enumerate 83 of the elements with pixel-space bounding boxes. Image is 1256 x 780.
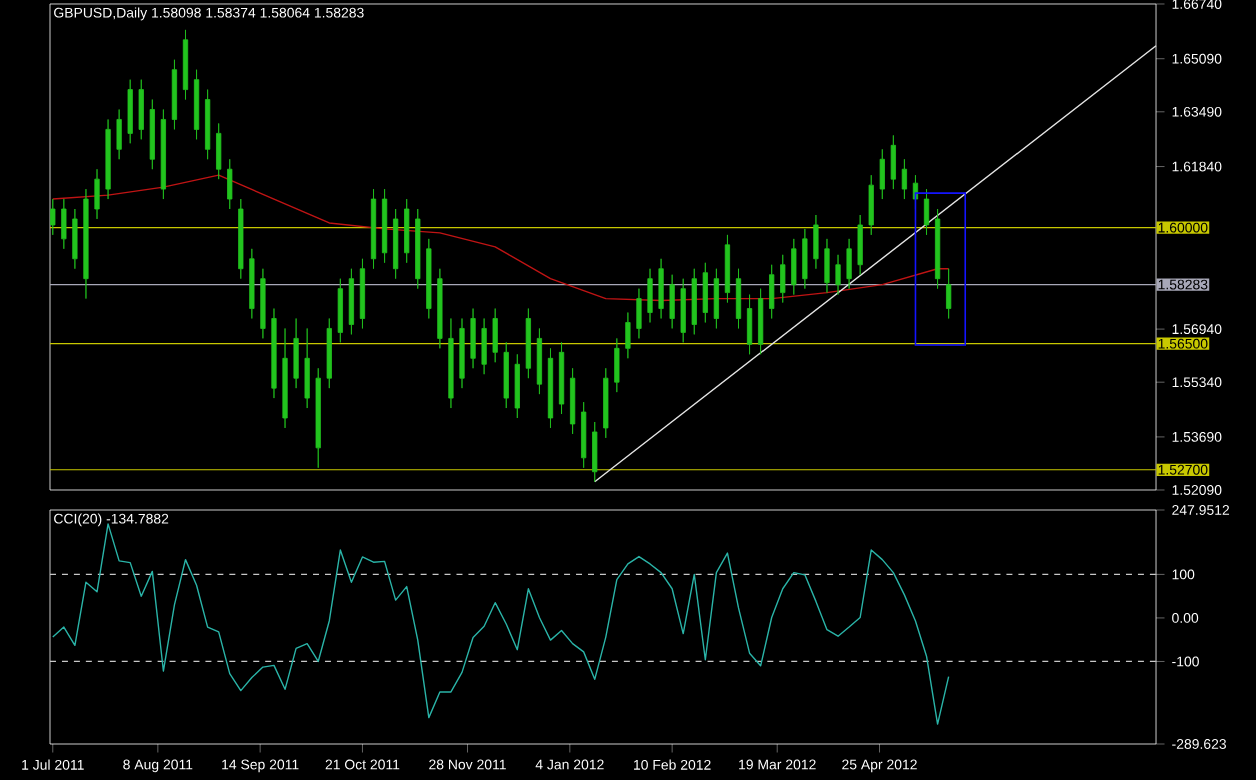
candlestick [525,308,531,379]
candlestick [216,123,222,180]
candlestick [846,238,852,290]
candlestick [271,308,277,399]
candlestick [802,228,808,290]
candlestick [934,208,941,290]
candlestick [503,341,509,409]
candlestick [879,148,885,200]
candlestick [492,308,498,363]
candlestick [735,268,742,329]
candlestick [746,294,753,355]
candlestick [459,318,465,389]
line-series [52,174,950,302]
candlestick [901,158,908,200]
candlestick [680,278,686,343]
candlestick [315,367,321,469]
candlestick [547,347,554,429]
candlestick [370,188,377,270]
candlestick [138,79,144,140]
candlestick [658,258,664,319]
candlestick [72,208,78,270]
candlestick [769,264,775,319]
candlestick [359,258,366,329]
candlestick [702,262,708,323]
candlestick [105,119,111,200]
candlestick [426,238,432,319]
candlestick [780,254,786,303]
candlestick [94,168,100,220]
candlestick [691,268,697,335]
candlestick [404,198,410,264]
candlestick [127,79,133,144]
candlestick [171,59,178,130]
candlestick [293,318,299,389]
candlestick [758,288,764,355]
candlestick [558,341,565,415]
candlestick [813,214,819,270]
candlestick [857,214,863,276]
candlestick [238,198,244,280]
candlestick [205,89,211,160]
candlestick [348,268,355,335]
candlestick [481,318,487,375]
candlestick [923,188,930,236]
candlestick [437,268,443,349]
candlestick [824,238,830,294]
candlestick [326,318,332,389]
candlestick [868,174,874,236]
candlestick [160,109,166,200]
candlestick [946,268,952,319]
candlestick [536,328,543,395]
candlestick [50,198,56,236]
candlestick [61,198,67,250]
candlestick [415,208,421,290]
candlestick [381,188,388,264]
candlestick [614,337,620,393]
candlestick [182,29,189,100]
candlestick [791,238,797,295]
candlestick [393,208,399,280]
candlestick [890,134,896,190]
candlestick [724,234,731,303]
candlestick [448,318,454,409]
candlestick [304,328,310,409]
candlestick [470,308,476,369]
candlestick [647,268,653,323]
candlestick [260,268,266,339]
candlestick [569,367,576,435]
line-series [52,523,950,725]
candlestick [116,109,122,160]
candlestick [337,278,343,343]
candlestick [83,188,89,299]
candlestick [625,312,631,359]
candlestick [249,248,255,319]
candlestick [227,158,233,210]
candlestick [149,99,155,170]
candlestick [581,401,587,469]
candlestick [603,367,609,439]
candlestick [636,288,642,339]
candlestick [193,69,200,140]
candlestick [592,421,598,483]
candlestick [514,353,520,419]
candlestick [835,254,841,295]
candlestick [713,268,719,329]
candlestick [282,328,288,429]
candlestick [669,274,675,329]
